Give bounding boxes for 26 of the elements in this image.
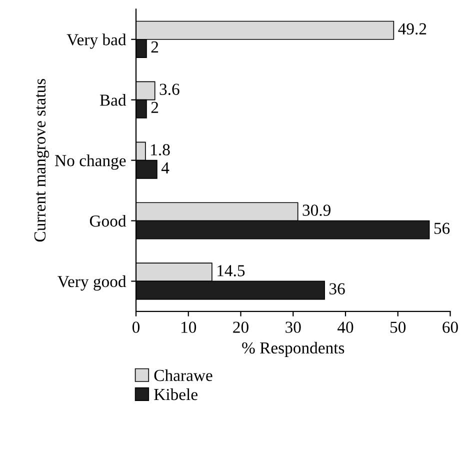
data-label: 4	[161, 162, 170, 174]
x-tick-label: 30	[286, 322, 301, 333]
data-label: 1.8	[151, 144, 170, 156]
y-tick-label: Good	[90, 214, 126, 227]
y-axis-title: Current mangrove status	[34, 78, 49, 242]
x-tick-label: 0	[132, 322, 140, 333]
data-label: 49.2	[398, 23, 426, 35]
data-label: 14.5	[218, 265, 245, 276]
x-tick-label: 20	[233, 322, 248, 333]
x-tick-label: 40	[337, 322, 354, 333]
x-tick-label: 10	[182, 322, 196, 333]
legend-label: Kibele	[154, 388, 198, 400]
x-tick-label: 60	[442, 322, 458, 333]
x-tick-label: 50	[390, 322, 406, 333]
data-label: 36	[330, 283, 345, 294]
y-tick-label: Very good	[58, 275, 126, 291]
data-label: 56	[434, 222, 450, 234]
data-label: 30.9	[302, 204, 330, 216]
legend-label: Charawe	[154, 369, 212, 382]
y-tick-label: Very bad	[66, 34, 126, 49]
data-label: 3.6	[160, 84, 180, 96]
y-tick-label: No change	[55, 154, 126, 170]
data-label: 2	[151, 102, 158, 113]
y-tick-label: Bad	[100, 94, 126, 106]
x-axis-title: % Respondents	[242, 342, 344, 357]
data-label: 2	[151, 41, 158, 52]
